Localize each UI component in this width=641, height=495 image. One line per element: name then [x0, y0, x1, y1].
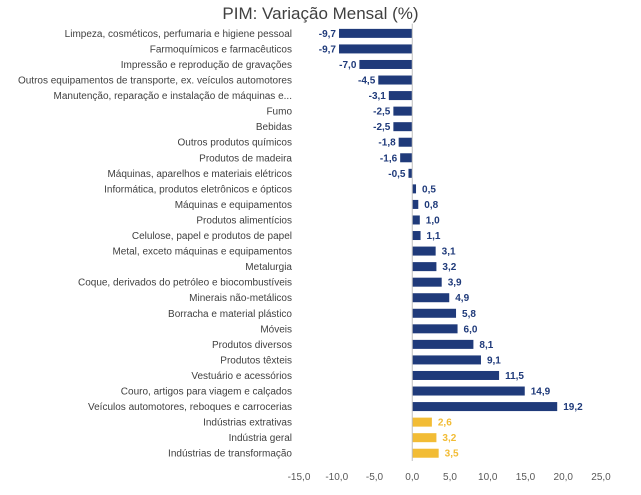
- x-tick-label: 15,0: [516, 472, 536, 483]
- category-label: Indústria geral: [229, 433, 292, 444]
- category-label: Produtos de madeira: [199, 153, 292, 164]
- category-label: Veículos automotores, reboques e carroce…: [88, 402, 292, 413]
- bars: [339, 28, 558, 458]
- bar: [412, 262, 437, 272]
- category-label: Produtos diversos: [212, 340, 292, 351]
- value-label: 2,6: [438, 418, 452, 429]
- value-label: -1,8: [378, 138, 396, 149]
- value-label: 19,2: [563, 402, 583, 413]
- value-label: 14,9: [531, 387, 551, 398]
- value-label: -9,7: [319, 44, 337, 55]
- value-label: 3,5: [445, 449, 459, 460]
- x-tick-label: 25,0: [591, 472, 611, 483]
- bar: [412, 184, 417, 194]
- value-label: -0,5: [388, 169, 406, 180]
- value-label: 9,1: [487, 355, 501, 366]
- value-label: 1,0: [426, 215, 440, 226]
- category-label: Móveis: [260, 324, 292, 335]
- value-label: -2,5: [373, 122, 391, 133]
- bar: [378, 75, 413, 85]
- x-tick-label: -15,0: [288, 472, 311, 483]
- category-label: Bebidas: [256, 122, 292, 133]
- category-label: Informática, produtos eletrônicos e ópti…: [104, 184, 292, 195]
- bar: [412, 215, 420, 225]
- value-label: 11,5: [505, 371, 524, 382]
- value-label: -3,1: [369, 91, 387, 102]
- bar: [412, 417, 432, 427]
- x-tick-label: -10,0: [325, 472, 348, 483]
- category-labels: Limpeza, cosméticos, perfumaria e higien…: [18, 29, 292, 460]
- category-label: Farmoquímicos e farmacêuticos: [150, 44, 292, 55]
- value-label: -4,5: [358, 76, 376, 87]
- bar: [412, 433, 437, 443]
- x-tick-label: 20,0: [554, 472, 574, 483]
- category-label: Borracha e material plástico: [168, 309, 292, 320]
- category-label: Metalurgia: [245, 262, 292, 273]
- bar: [412, 293, 450, 303]
- value-label: 3,2: [442, 433, 456, 444]
- bar: [412, 308, 457, 318]
- category-label: Minerais não-metálicos: [189, 293, 292, 304]
- bar: [339, 28, 413, 38]
- category-label: Produtos alimentícios: [196, 215, 292, 226]
- bar: [412, 339, 474, 349]
- bar: [412, 277, 442, 287]
- value-label: 8,1: [479, 340, 493, 351]
- category-label: Máquinas, aparelhos e materiais elétrico…: [107, 169, 292, 180]
- value-label: 3,1: [442, 247, 456, 258]
- bar: [412, 231, 421, 241]
- category-label: Outros produtos químicos: [178, 138, 293, 149]
- category-label: Couro, artigos para viagem e calçados: [121, 387, 292, 398]
- category-label: Outros equipamentos de transporte, ex. v…: [18, 76, 292, 87]
- value-label: 3,2: [442, 262, 456, 273]
- value-label: 0,8: [424, 200, 438, 211]
- bar: [412, 246, 436, 256]
- value-label: 5,8: [462, 309, 476, 320]
- x-tick-label: 5,0: [443, 472, 457, 483]
- bar: [408, 168, 413, 178]
- bar: [412, 386, 525, 396]
- value-label: 6,0: [464, 324, 478, 335]
- value-label: -9,7: [319, 29, 337, 40]
- value-label: 4,9: [455, 293, 469, 304]
- category-label: Celulose, papel e produtos de papel: [132, 231, 292, 242]
- category-label: Limpeza, cosméticos, perfumaria e higien…: [65, 29, 292, 40]
- value-label: -2,5: [373, 107, 391, 118]
- value-label: 3,9: [448, 278, 462, 289]
- bar: [359, 59, 413, 69]
- chart-title: PIM: Variação Mensal (%): [222, 4, 419, 23]
- bar: [339, 44, 413, 54]
- bar: [393, 106, 413, 116]
- value-label: 1,1: [427, 231, 441, 242]
- bar: [400, 153, 413, 163]
- x-tick-label: 10,0: [478, 472, 498, 483]
- category-label: Indústrias de transformação: [168, 449, 292, 460]
- value-label: 0,5: [422, 184, 436, 195]
- bar: [412, 355, 481, 365]
- category-label: Coque, derivados do petróleo e biocombus…: [78, 278, 292, 289]
- bar: [388, 91, 413, 101]
- bar: [398, 137, 413, 147]
- bar: [412, 448, 439, 458]
- category-label: Vestuário e acessórios: [191, 371, 292, 382]
- x-tick-label: -5,0: [366, 472, 384, 483]
- bar: [412, 402, 558, 412]
- value-label: -1,6: [380, 153, 398, 164]
- bar: [412, 370, 500, 380]
- x-tick-labels: -15,0 -10,0 -5,0 0,0 5,0 10,0 15,0 20,0 25,0: [288, 472, 612, 483]
- value-labels: -9,7-9,7-7,0-4,5-3,1-2,5-2,5-1,8-1,6-0,5…: [319, 29, 583, 460]
- category-label: Metal, exceto máquinas e equipamentos: [112, 247, 292, 258]
- category-label: Indústrias extrativas: [203, 418, 292, 429]
- bar: [412, 324, 458, 334]
- category-label: Manutenção, reparação e instalação de má…: [54, 91, 293, 102]
- value-label: -7,0: [339, 60, 357, 71]
- category-label: Produtos têxteis: [220, 355, 292, 366]
- category-label: Fumo: [266, 107, 292, 118]
- bar: [393, 122, 413, 132]
- x-tick-label: 0,0: [405, 472, 419, 483]
- bar: [412, 199, 419, 209]
- category-label: Máquinas e equipamentos: [175, 200, 292, 211]
- category-label: Impressão e reprodução de gravações: [121, 60, 292, 71]
